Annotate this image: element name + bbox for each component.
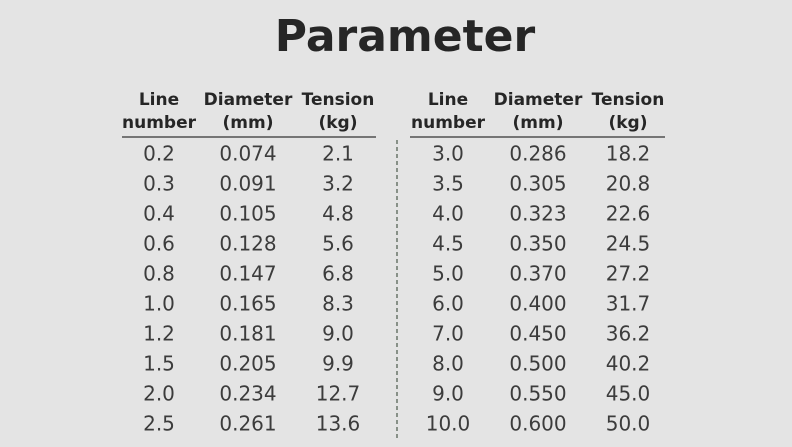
table-cell: 0.6 (143, 232, 175, 256)
table-cell: 0.165 (219, 292, 276, 316)
table-cell: 40.2 (606, 352, 651, 376)
column-header: Line (139, 90, 179, 110)
table-cell: 3.2 (322, 172, 354, 196)
table-cell: 22.6 (606, 202, 651, 226)
table-cell: 45.0 (606, 382, 651, 406)
column-header: (kg) (608, 113, 647, 133)
table-cell: 0.105 (219, 202, 276, 226)
table-cell: 2.5 (143, 412, 175, 436)
table-cell: 0.600 (509, 412, 566, 436)
column-header: Diameter (204, 90, 293, 110)
column-header: number (122, 113, 197, 133)
table-cell: 0.091 (219, 172, 276, 196)
table-cell: 7.0 (432, 322, 464, 346)
column-header: Diameter (494, 90, 583, 110)
table-cell: 0.181 (219, 322, 276, 346)
table-cell: 6.8 (322, 262, 354, 286)
table-cell: 3.0 (432, 142, 464, 166)
table-cell: 1.5 (143, 352, 175, 376)
table-cell: 0.205 (219, 352, 276, 376)
table-cell: 12.7 (316, 382, 361, 406)
table-cell: 18.2 (606, 142, 651, 166)
column-header: Tension (302, 90, 375, 110)
table-cell: 1.2 (143, 322, 175, 346)
table-cell: 1.0 (143, 292, 175, 316)
table-cell: 0.128 (219, 232, 276, 256)
table-cell: 8.0 (432, 352, 464, 376)
table-cell: 0.261 (219, 412, 276, 436)
table-cell: 0.8 (143, 262, 175, 286)
table-cell: 27.2 (606, 262, 651, 286)
table-cell: 9.9 (322, 352, 354, 376)
table-cell: 0.2 (143, 142, 175, 166)
table-cell: 36.2 (606, 322, 651, 346)
column-header: (kg) (318, 113, 357, 133)
table-cell: 31.7 (606, 292, 651, 316)
table-cell: 9.0 (322, 322, 354, 346)
table-cell: 5.0 (432, 262, 464, 286)
table-cell: 4.5 (432, 232, 464, 256)
table-cell: 0.350 (509, 232, 566, 256)
column-header: Line (428, 90, 468, 110)
column-header: (mm) (223, 113, 274, 133)
column-header: (mm) (513, 113, 564, 133)
table-cell: 4.8 (322, 202, 354, 226)
table-cell: 0.4 (143, 202, 175, 226)
table-cell: 13.6 (316, 412, 361, 436)
table-cell: 24.5 (606, 232, 651, 256)
table-cell: 0.074 (219, 142, 276, 166)
title: Parameter (275, 11, 536, 62)
table-cell: 3.5 (432, 172, 464, 196)
table-cell: 50.0 (606, 412, 651, 436)
table-cell: 2.1 (322, 142, 354, 166)
table-cell: 0.147 (219, 262, 276, 286)
column-header: Tension (592, 90, 665, 110)
column-header: number (411, 113, 486, 133)
table-cell: 0.305 (509, 172, 566, 196)
table-cell: 5.6 (322, 232, 354, 256)
table-cell: 4.0 (432, 202, 464, 226)
table-cell: 20.8 (606, 172, 651, 196)
table-cell: 8.3 (322, 292, 354, 316)
table-cell: 0.400 (509, 292, 566, 316)
table-cell: 0.550 (509, 382, 566, 406)
table-cell: 9.0 (432, 382, 464, 406)
table-cell: 2.0 (143, 382, 175, 406)
table-cell: 0.323 (509, 202, 566, 226)
table-cell: 0.500 (509, 352, 566, 376)
table-cell: 0.234 (219, 382, 276, 406)
table-cell: 0.286 (509, 142, 566, 166)
table-cell: 0.370 (509, 262, 566, 286)
table-cell: 0.3 (143, 172, 175, 196)
table-cell: 10.0 (426, 412, 471, 436)
table-cell: 6.0 (432, 292, 464, 316)
table-cell: 0.450 (509, 322, 566, 346)
